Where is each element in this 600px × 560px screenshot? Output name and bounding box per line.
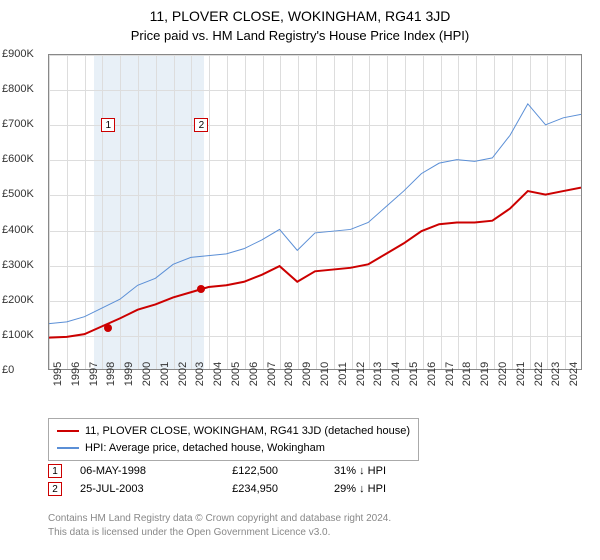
event-price: £234,950 <box>198 483 278 495</box>
event-row: 1 06-MAY-1998 £122,500 31% ↓ HPI <box>48 464 386 478</box>
chart-container: 11, PLOVER CLOSE, WOKINGHAM, RG41 3JD Pr… <box>0 0 600 560</box>
event-price: £122,500 <box>198 465 278 477</box>
y-axis-label: £800K <box>2 83 34 95</box>
legend-label: 11, PLOVER CLOSE, WOKINGHAM, RG41 3JD (d… <box>85 423 410 440</box>
legend: 11, PLOVER CLOSE, WOKINGHAM, RG41 3JD (d… <box>48 418 419 461</box>
event-diff: 29% ↓ HPI <box>296 483 386 495</box>
legend-item: 11, PLOVER CLOSE, WOKINGHAM, RG41 3JD (d… <box>57 423 410 440</box>
y-axis-label: £0 <box>2 364 14 376</box>
y-axis-label: £700K <box>2 118 34 130</box>
event-marker-box: 1 <box>48 464 62 478</box>
chart-title-line2: Price paid vs. HM Land Registry's House … <box>0 28 600 43</box>
marker-box: 1 <box>101 118 115 132</box>
event-diff: 31% ↓ HPI <box>296 465 386 477</box>
y-axis-label: £600K <box>2 153 34 165</box>
event-row: 2 25-JUL-2003 £234,950 29% ↓ HPI <box>48 482 386 496</box>
legend-swatch <box>57 447 79 449</box>
series-line-price_paid <box>49 188 581 338</box>
marker-box: 2 <box>194 118 208 132</box>
events-table: 1 06-MAY-1998 £122,500 31% ↓ HPI 2 25-JUL-200… <box>48 464 386 500</box>
legend-item: HPI: Average price, detached house, Woki… <box>57 440 410 457</box>
marker-dot <box>104 324 112 332</box>
series-svg <box>49 55 581 369</box>
y-axis-label: £900K <box>2 48 34 60</box>
footnote-line1: Contains HM Land Registry data © Crown c… <box>48 512 391 526</box>
event-date: 06-MAY-1998 <box>80 465 180 477</box>
legend-swatch <box>57 430 79 432</box>
y-axis-label: £500K <box>2 188 34 200</box>
y-axis-label: £200K <box>2 294 34 306</box>
footnote-line2: This data is licensed under the Open Gov… <box>48 526 391 540</box>
y-axis-label: £400K <box>2 224 34 236</box>
footnote: Contains HM Land Registry data © Crown c… <box>48 512 391 540</box>
y-axis-label: £100K <box>2 329 34 341</box>
event-marker-box: 2 <box>48 482 62 496</box>
plot-area: 12 <box>48 54 582 370</box>
event-date: 25-JUL-2003 <box>80 483 180 495</box>
chart-title-line1: 11, PLOVER CLOSE, WOKINGHAM, RG41 3JD <box>0 8 600 24</box>
marker-dot <box>197 285 205 293</box>
y-axis-label: £300K <box>2 259 34 271</box>
legend-label: HPI: Average price, detached house, Woki… <box>85 440 325 457</box>
title-block: 11, PLOVER CLOSE, WOKINGHAM, RG41 3JD Pr… <box>0 0 600 43</box>
